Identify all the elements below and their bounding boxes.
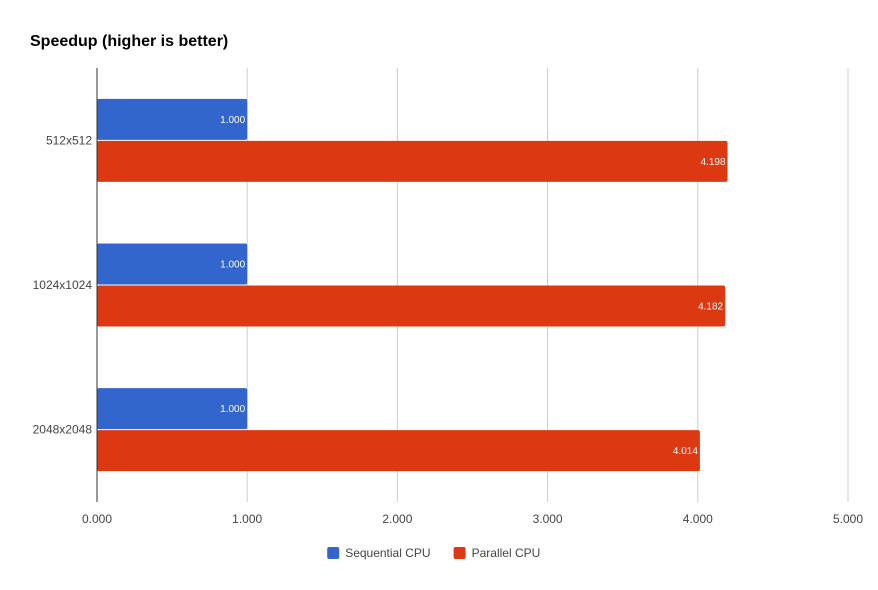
- gridlines: [246, 68, 849, 502]
- bars: 1.000 4.198 1.000 4.182 1.000 4.014: [97, 98, 728, 472]
- legend-swatch: [327, 547, 340, 559]
- bar-data-label: 1.000: [220, 404, 245, 415]
- bar-data-label: 4.182: [698, 302, 723, 313]
- x-tick-label: 1.000: [232, 512, 262, 526]
- y-tick-labels: 512x512 1024x1024 2048x2048: [33, 133, 93, 436]
- x-tick-label: 4.000: [683, 512, 713, 526]
- y-tick-label: 1024x1024: [33, 278, 93, 292]
- bar: [97, 140, 728, 182]
- bar-data-label: 4.014: [673, 446, 698, 457]
- bar: [97, 285, 726, 327]
- bar: [97, 243, 248, 285]
- bar-data-label: 1.000: [220, 115, 245, 126]
- bar: [97, 98, 248, 140]
- legend: Sequential CPU Parallel CPU: [327, 546, 540, 560]
- y-tick-label: 2048x2048: [33, 423, 93, 437]
- x-tick-label: 3.000: [533, 512, 563, 526]
- chart-title: Speedup (higher is better): [30, 33, 228, 50]
- x-tick-labels: 0.000 1.000 2.000 3.000 4.000 5.000: [82, 512, 863, 526]
- y-tick-label: 512x512: [46, 133, 92, 147]
- legend-label: Sequential CPU: [345, 546, 430, 560]
- legend-label: Parallel CPU: [472, 546, 541, 560]
- bar: [97, 388, 248, 430]
- x-tick-label: 0.000: [82, 512, 112, 526]
- x-tick-label: 2.000: [382, 512, 412, 526]
- bar: [97, 430, 700, 472]
- bar-data-label: 4.198: [701, 157, 726, 168]
- bar-data-label: 1.000: [220, 260, 245, 271]
- x-tick-label: 5.000: [833, 512, 863, 526]
- legend-swatch: [453, 547, 466, 559]
